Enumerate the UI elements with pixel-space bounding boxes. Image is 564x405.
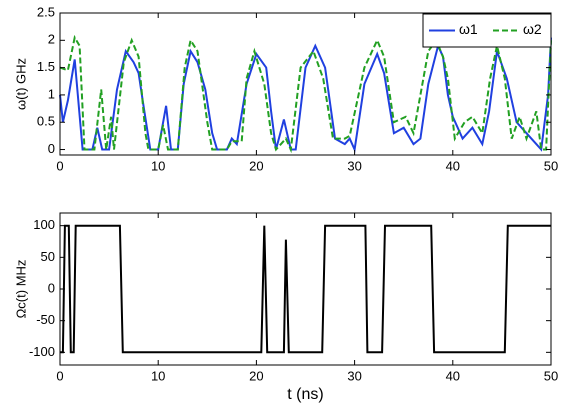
x-tick-label: 10	[151, 158, 165, 173]
axes-box	[59, 12, 552, 156]
x-tick-label: 40	[446, 158, 460, 173]
y-tick-label: 100	[33, 217, 55, 232]
x-tick-label: 30	[347, 158, 361, 173]
x-tick-label: 20	[249, 158, 263, 173]
x-axis-label: t (ns)	[287, 386, 323, 403]
y-axis-label: Ωc(t) MHz	[13, 260, 28, 319]
x-tick-label: 50	[544, 158, 558, 173]
y-tick-label: 1	[48, 86, 55, 101]
x-tick-label: 40	[446, 368, 460, 383]
y-tick-label: -50	[36, 312, 55, 327]
y-tick-label: 0	[48, 280, 55, 295]
series-line	[59, 34, 552, 154]
x-tick-label: 10	[151, 368, 165, 383]
axes-background	[60, 213, 551, 365]
y-axis-label: ω(t) GHz	[13, 58, 28, 110]
x-tick-label: 50	[544, 368, 558, 383]
x-tick-label: 30	[347, 368, 361, 383]
series-line	[59, 37, 552, 154]
legend-label: ω1	[459, 21, 478, 37]
legend-label: ω2	[523, 21, 542, 37]
x-tick-label: 0	[56, 158, 63, 173]
y-tick-label: -100	[29, 344, 55, 359]
y-tick-label: 0	[48, 141, 55, 156]
x-tick-label: 20	[249, 368, 263, 383]
series-line	[60, 224, 551, 354]
y-tick-label: 50	[41, 249, 55, 264]
y-tick-label: 0.5	[37, 114, 55, 129]
y-tick-label: 2.5	[37, 4, 55, 19]
y-tick-label: 2	[48, 32, 55, 47]
x-tick-label: 0	[56, 368, 63, 383]
y-tick-label: 1.5	[37, 59, 55, 74]
